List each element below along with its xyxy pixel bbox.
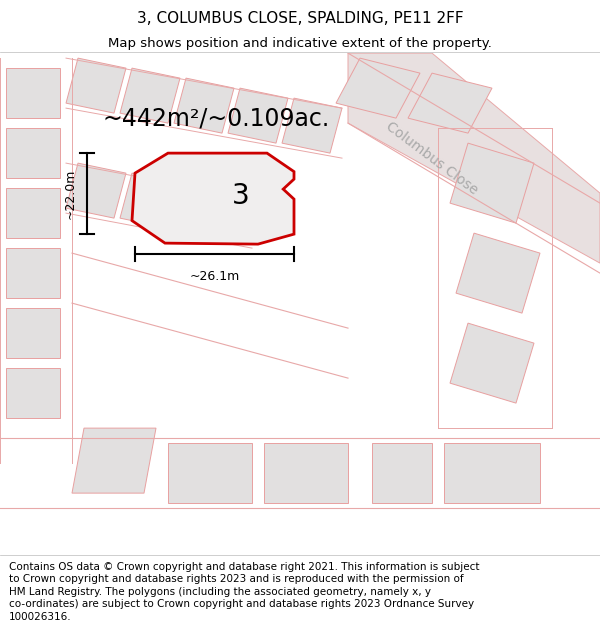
Polygon shape: [336, 58, 420, 118]
Polygon shape: [264, 443, 348, 503]
Text: Map shows position and indicative extent of the property.: Map shows position and indicative extent…: [108, 38, 492, 50]
Polygon shape: [120, 173, 180, 228]
Text: co-ordinates) are subject to Crown copyright and database rights 2023 Ordnance S: co-ordinates) are subject to Crown copyr…: [9, 599, 474, 609]
Text: ~26.1m: ~26.1m: [190, 270, 239, 283]
Polygon shape: [372, 443, 432, 503]
Polygon shape: [66, 58, 126, 113]
Polygon shape: [174, 78, 234, 133]
Text: Columbus Close: Columbus Close: [383, 119, 481, 198]
Polygon shape: [6, 68, 60, 118]
Text: ~22.0m: ~22.0m: [63, 168, 76, 219]
Polygon shape: [348, 53, 600, 263]
Text: ~442m²/~0.109ac.: ~442m²/~0.109ac.: [102, 106, 329, 130]
Text: 3: 3: [232, 182, 250, 211]
Text: HM Land Registry. The polygons (including the associated geometry, namely x, y: HM Land Registry. The polygons (includin…: [9, 587, 431, 597]
Polygon shape: [228, 88, 288, 143]
Polygon shape: [6, 308, 60, 358]
Polygon shape: [6, 248, 60, 298]
Polygon shape: [132, 153, 294, 244]
Polygon shape: [450, 143, 534, 223]
Polygon shape: [72, 428, 156, 493]
Polygon shape: [174, 183, 234, 238]
Polygon shape: [282, 98, 342, 153]
Polygon shape: [456, 233, 540, 313]
Text: 100026316.: 100026316.: [9, 612, 71, 622]
Polygon shape: [120, 68, 180, 123]
Text: Contains OS data © Crown copyright and database right 2021. This information is : Contains OS data © Crown copyright and d…: [9, 562, 479, 572]
Text: 3, COLUMBUS CLOSE, SPALDING, PE11 2FF: 3, COLUMBUS CLOSE, SPALDING, PE11 2FF: [137, 11, 463, 26]
Text: to Crown copyright and database rights 2023 and is reproduced with the permissio: to Crown copyright and database rights 2…: [9, 574, 464, 584]
Polygon shape: [6, 188, 60, 238]
Polygon shape: [444, 443, 540, 503]
Polygon shape: [408, 73, 492, 133]
Polygon shape: [168, 443, 252, 503]
Polygon shape: [450, 323, 534, 403]
Polygon shape: [6, 368, 60, 418]
Polygon shape: [6, 128, 60, 178]
Polygon shape: [66, 163, 126, 218]
